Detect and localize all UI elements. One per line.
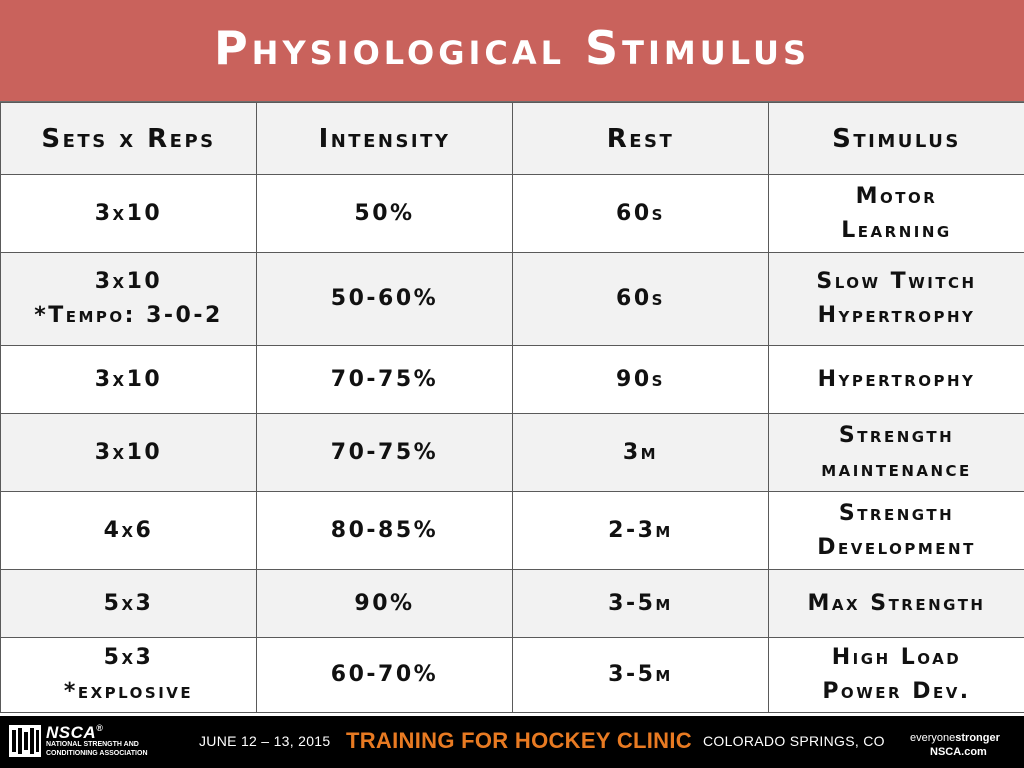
- cell-text-line: Strength: [838, 500, 955, 526]
- cell-text-line: 60-70%: [330, 662, 439, 687]
- cell-text-line: High Load: [831, 645, 962, 670]
- cell-text-line: 90%: [354, 590, 415, 616]
- cell-text-line: 5x3: [103, 590, 154, 616]
- cell-text-line: 60s: [616, 286, 665, 311]
- website-link[interactable]: NSCA.com: [930, 746, 987, 758]
- cell-text-line: Slow Twitch: [816, 269, 977, 294]
- title-bar: Physiological Stimulus: [0, 0, 1024, 102]
- sets-reps-cell: 3x10: [0, 345, 257, 414]
- header-rest: Rest: [512, 102, 769, 175]
- stimulus-cell: Slow Twitch Hypertrophy: [768, 252, 1024, 346]
- cell-text-line: 4x6: [103, 517, 154, 543]
- sets-reps-cell: 3x10: [0, 413, 257, 492]
- tagline: everyonestronger: [910, 732, 1000, 744]
- stimulus-cell: Hypertrophy: [768, 345, 1024, 414]
- table-row: 3x10 70-75% 90s Hypertrophy: [0, 345, 1024, 414]
- cell-text-line: 3x10: [94, 269, 163, 294]
- table-row: 3x10 70-75% 3m Strength maintenance: [0, 413, 1024, 492]
- cell-text-line: 5x3: [103, 645, 154, 670]
- event-location: COLORADO SPRINGS, CO: [703, 733, 885, 749]
- table-body: 3x10 50% 60s Motor Learning 3x10 *Tempo: 3-0-2…: [0, 174, 1024, 713]
- intensity-cell: 90%: [256, 569, 513, 638]
- cell-text-line: 60s: [616, 200, 665, 226]
- page-title: Physiological Stimulus: [213, 20, 811, 75]
- cell-text-line: 3-5m: [608, 590, 673, 616]
- nsca-logo: NSCA® NATIONAL STRENGTH AND CONDITIONING…: [8, 722, 188, 762]
- cell-text-line: *explosive: [63, 679, 194, 704]
- cell-text-line: *Tempo: 3-0-2: [34, 303, 223, 328]
- cell-text-line: 3x10: [94, 200, 163, 226]
- cell-text-line: 3m: [622, 439, 659, 465]
- cell-text-line: Hypertrophy: [817, 366, 976, 392]
- cell-text-line: 50%: [354, 200, 415, 226]
- stimulus-cell: High Load Power Dev.: [768, 637, 1024, 713]
- stimulus-cell: Strength Development: [768, 491, 1024, 570]
- header-sets-reps: Sets x Reps: [0, 102, 257, 175]
- cell-text-line: Max Strength: [807, 590, 986, 616]
- sets-reps-cell: 3x10: [0, 174, 257, 253]
- intensity-cell: 60-70%: [256, 637, 513, 713]
- sets-reps-cell: 4x6: [0, 491, 257, 570]
- cell-text-line: 80-85%: [330, 517, 439, 543]
- cell-text-line: Motor: [855, 183, 938, 209]
- cell-text-line: 2-3m: [608, 517, 673, 543]
- rest-cell: 3-5m: [512, 569, 769, 638]
- intensity-cell: 50-60%: [256, 252, 513, 346]
- cell-text-line: 3x10: [94, 366, 163, 392]
- cell-text-line: Hypertrophy: [817, 303, 976, 328]
- header-intensity: Intensity: [256, 102, 513, 175]
- cell-text-line: Power Dev.: [822, 679, 971, 704]
- cell-text-line: Development: [817, 534, 976, 560]
- table-row: 4x6 80-85% 2-3m Strength Development: [0, 491, 1024, 570]
- rest-cell: 3-5m: [512, 637, 769, 713]
- table-row: 5x3 90% 3-5m Max Strength: [0, 569, 1024, 638]
- rest-cell: 90s: [512, 345, 769, 414]
- logo-name: NSCA®: [46, 723, 104, 742]
- cell-text-line: 3-5m: [608, 662, 673, 687]
- intensity-cell: 80-85%: [256, 491, 513, 570]
- sets-reps-cell: 3x10 *Tempo: 3-0-2: [0, 252, 257, 346]
- footer-bar: NSCA® NATIONAL STRENGTH AND CONDITIONING…: [0, 716, 1024, 768]
- intensity-cell: 50%: [256, 174, 513, 253]
- table-row: 3x10 *Tempo: 3-0-2 50-60% 60s Slow Twitch Hyp…: [0, 252, 1024, 346]
- cell-text-line: 50-60%: [330, 286, 439, 311]
- event-date: JUNE 12 – 13, 2015: [199, 733, 331, 749]
- sets-reps-cell: 5x3: [0, 569, 257, 638]
- sets-reps-cell: 5x3 *explosive: [0, 637, 257, 713]
- cell-text-line: 70-75%: [330, 366, 439, 392]
- stimulus-cell: Strength maintenance: [768, 413, 1024, 492]
- nsca-emblem-icon: [9, 725, 41, 757]
- stimulus-cell: Motor Learning: [768, 174, 1024, 253]
- intensity-cell: 70-75%: [256, 345, 513, 414]
- cell-text-line: Strength: [838, 422, 955, 448]
- stimulus-table: Sets x Reps Intensity Rest Stimulus 3x10…: [0, 102, 1024, 713]
- rest-cell: 60s: [512, 252, 769, 346]
- stimulus-cell: Max Strength: [768, 569, 1024, 638]
- event-name: TRAINING FOR HOCKEY CLINIC: [346, 728, 692, 753]
- rest-cell: 3m: [512, 413, 769, 492]
- cell-text-line: maintenance: [821, 456, 972, 482]
- cell-text-line: 3x10: [94, 439, 163, 465]
- cell-text-line: Learning: [841, 217, 952, 243]
- header-stimulus: Stimulus: [768, 102, 1024, 175]
- table-row: 3x10 50% 60s Motor Learning: [0, 174, 1024, 253]
- intensity-cell: 70-75%: [256, 413, 513, 492]
- cell-text-line: 70-75%: [330, 439, 439, 465]
- rest-cell: 2-3m: [512, 491, 769, 570]
- cell-text-line: 90s: [616, 366, 665, 392]
- rest-cell: 60s: [512, 174, 769, 253]
- logo-subtitle: NATIONAL STRENGTH AND CONDITIONING ASSOC…: [46, 741, 148, 757]
- table-row: 5x3 *explosive 60-70% 3-5m High Load Power De…: [0, 637, 1024, 713]
- table-header-row: Sets x Reps Intensity Rest Stimulus: [0, 102, 1024, 175]
